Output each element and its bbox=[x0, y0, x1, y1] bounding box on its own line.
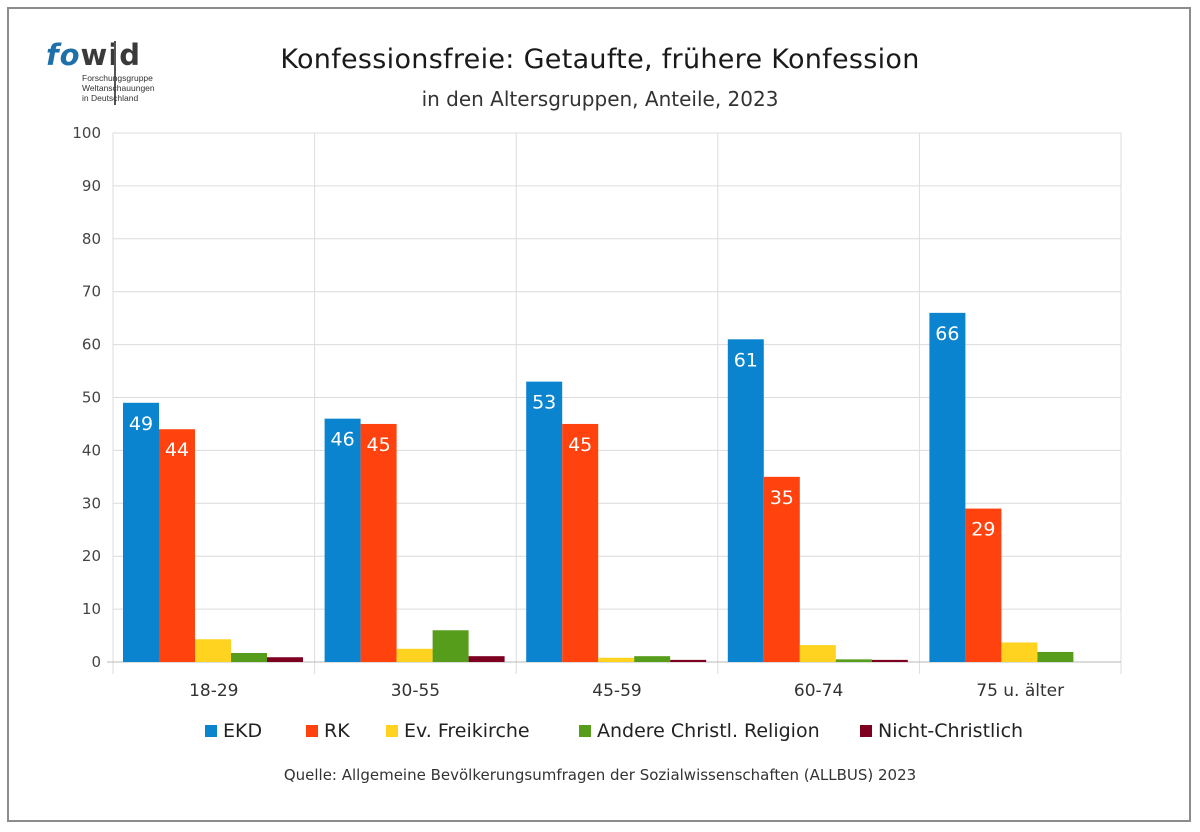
legend-item: RK bbox=[306, 720, 350, 742]
data-label: 61 bbox=[734, 349, 758, 371]
bar-nicht-christlich bbox=[468, 656, 505, 662]
logo-wordmark: fowid bbox=[46, 38, 142, 72]
x-tick-label: 75 u. älter bbox=[976, 681, 1064, 701]
y-tick-label: 90 bbox=[82, 177, 101, 195]
data-label: 45 bbox=[367, 434, 391, 456]
y-tick-label: 50 bbox=[82, 389, 101, 407]
x-tick-label: 30-55 bbox=[391, 681, 440, 701]
data-label: 53 bbox=[532, 392, 556, 414]
y-tick-label: 30 bbox=[82, 494, 101, 512]
bar-nicht-christlich bbox=[267, 657, 303, 662]
data-label: 44 bbox=[165, 439, 189, 461]
bar-andere-christl-religion bbox=[1037, 651, 1074, 662]
bar-rk bbox=[159, 429, 195, 662]
data-label: 35 bbox=[770, 487, 794, 509]
y-tick-label: 60 bbox=[82, 336, 101, 354]
bar-ekd bbox=[324, 418, 361, 662]
legend-label: Nicht-Christlich bbox=[878, 720, 1024, 742]
y-tick-label: 100 bbox=[72, 124, 101, 142]
bar-andere-christl-religion bbox=[835, 659, 872, 662]
legend-label: RK bbox=[324, 720, 350, 742]
bar-ev-freikirche bbox=[396, 648, 433, 662]
data-label: 45 bbox=[568, 434, 592, 456]
legend-swatch bbox=[579, 725, 591, 737]
legend-swatch bbox=[386, 725, 398, 737]
y-tick-label: 70 bbox=[82, 283, 101, 301]
logo-subtitle: Forschungsgruppe Weltanschauungen in Deu… bbox=[82, 73, 155, 103]
bar-ekd bbox=[727, 339, 764, 662]
bar-ev-freikirche bbox=[598, 657, 635, 662]
legend-item: EKD bbox=[205, 720, 262, 742]
legend-label: Ev. Freikirche bbox=[404, 720, 530, 742]
legend-swatch bbox=[205, 725, 217, 737]
bar-ekd bbox=[123, 402, 159, 662]
bar-ev-freikirche bbox=[195, 639, 231, 662]
logo-divider bbox=[114, 41, 116, 105]
legend-label: Andere Christl. Religion bbox=[597, 720, 820, 742]
bar-rk bbox=[360, 423, 397, 662]
y-tick-label: 40 bbox=[82, 441, 101, 459]
bar-nicht-christlich bbox=[670, 659, 707, 662]
bar-rk bbox=[965, 508, 1002, 662]
x-tick-label: 18-29 bbox=[189, 681, 238, 701]
y-tick-label: 20 bbox=[82, 547, 101, 565]
bar-andere-christl-religion bbox=[231, 653, 267, 662]
legend-label: EKD bbox=[223, 720, 263, 742]
chart-title: Konfessionsfreie: Getaufte, frühere Konf… bbox=[280, 44, 920, 75]
y-tick-label: 0 bbox=[91, 653, 101, 671]
data-label: 46 bbox=[331, 429, 355, 451]
x-tick-label: 45-59 bbox=[592, 681, 641, 701]
legend-swatch bbox=[860, 725, 872, 737]
bar-andere-christl-religion bbox=[634, 656, 671, 662]
bar-andere-christl-religion bbox=[432, 630, 469, 662]
legend-item: Andere Christl. Religion bbox=[579, 720, 820, 742]
data-label: 66 bbox=[935, 323, 959, 345]
bar-ev-freikirche bbox=[799, 645, 836, 662]
bar-ekd bbox=[929, 312, 966, 662]
bar-nicht-christlich bbox=[871, 659, 908, 662]
y-tick-label: 10 bbox=[82, 600, 101, 618]
y-tick-label: 80 bbox=[82, 230, 101, 248]
x-tick-label: 60-74 bbox=[794, 681, 843, 701]
chart-subtitle: in den Altersgruppen, Anteile, 2023 bbox=[421, 87, 779, 111]
data-label: 49 bbox=[129, 413, 153, 435]
fowid-logo: fowid Forschungsgruppe Weltanschauungen … bbox=[46, 40, 176, 112]
data-label: 29 bbox=[971, 519, 995, 541]
chart-frame bbox=[7, 7, 1191, 822]
legend-item: Nicht-Christlich bbox=[860, 720, 1023, 742]
legend-swatch bbox=[306, 725, 318, 737]
source-note: Quelle: Allgemeine Bevölkerungsumfragen … bbox=[283, 766, 917, 784]
bar-rk bbox=[562, 423, 599, 662]
legend-item: Ev. Freikirche bbox=[386, 720, 530, 742]
chart-legend: EKD RK Ev. Freikirche Andere Christl. Relig… bbox=[0, 720, 1200, 746]
bar-ekd bbox=[526, 381, 563, 662]
bar-ev-freikirche bbox=[1001, 642, 1038, 662]
bar-rk bbox=[763, 476, 800, 662]
